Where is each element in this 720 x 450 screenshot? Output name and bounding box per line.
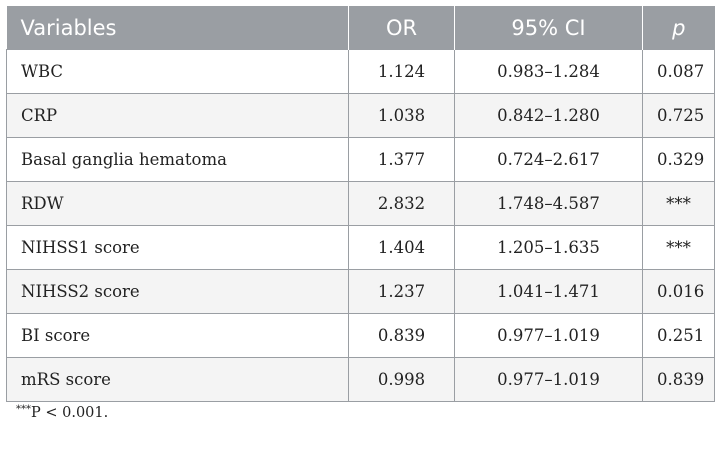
results-table: Variables OR 95% CI p WBC 1.124 0.983–1.…: [6, 6, 715, 402]
cell-p: ***: [642, 225, 715, 270]
table-row: NIHSS2 score 1.237 1.041–1.471 0.016: [6, 269, 715, 314]
cell-ci: 1.205–1.635: [454, 225, 643, 270]
cell-or: 2.832: [348, 181, 455, 226]
cell-variable: CRP: [6, 93, 349, 138]
table-row: CRP 1.038 0.842–1.280 0.725: [6, 93, 715, 138]
cell-variable: WBC: [6, 49, 349, 94]
cell-or: 1.038: [348, 93, 455, 138]
cell-variable: NIHSS1 score: [6, 225, 349, 270]
cell-ci: 1.041–1.471: [454, 269, 643, 314]
table-row: Basal ganglia hematoma 1.377 0.724–2.617…: [6, 137, 715, 182]
cell-or: 1.377: [348, 137, 455, 182]
cell-or: 1.124: [348, 49, 455, 94]
cell-p: 0.087: [642, 49, 715, 94]
header-variables: Variables: [6, 6, 349, 50]
cell-ci: 0.983–1.284: [454, 49, 643, 94]
cell-p: 0.839: [642, 357, 715, 402]
results-table-container: Variables OR 95% CI p WBC 1.124 0.983–1.…: [6, 6, 715, 402]
cell-variable: mRS score: [6, 357, 349, 402]
cell-ci: 0.842–1.280: [454, 93, 643, 138]
cell-or: 1.237: [348, 269, 455, 314]
cell-variable: RDW: [6, 181, 349, 226]
footnote-marker: ***: [16, 404, 31, 415]
table-row: WBC 1.124 0.983–1.284 0.087: [6, 49, 715, 94]
table-footnote: ***P < 0.001.: [16, 404, 108, 421]
table-row: BI score 0.839 0.977–1.019 0.251: [6, 313, 715, 358]
table-header: Variables OR 95% CI p: [6, 6, 715, 50]
table-row: RDW 2.832 1.748–4.587 ***: [6, 181, 715, 226]
cell-or: 0.998: [348, 357, 455, 402]
cell-ci: 0.724–2.617: [454, 137, 643, 182]
cell-p: 0.251: [642, 313, 715, 358]
cell-p: 0.016: [642, 269, 715, 314]
cell-or: 0.839: [348, 313, 455, 358]
cell-variable: BI score: [6, 313, 349, 358]
header-p: p: [642, 6, 715, 50]
table-row: mRS score 0.998 0.977–1.019 0.839: [6, 357, 715, 402]
header-or: OR: [348, 6, 455, 50]
cell-ci: 0.977–1.019: [454, 313, 643, 358]
cell-ci: 0.977–1.019: [454, 357, 643, 402]
footnote-text: P < 0.001.: [31, 405, 109, 421]
cell-p: ***: [642, 181, 715, 226]
header-row: Variables OR 95% CI p: [6, 6, 715, 50]
cell-p: 0.329: [642, 137, 715, 182]
table-row: NIHSS1 score 1.404 1.205–1.635 ***: [6, 225, 715, 270]
cell-variable: Basal ganglia hematoma: [6, 137, 349, 182]
cell-variable: NIHSS2 score: [6, 269, 349, 314]
header-ci: 95% CI: [454, 6, 643, 50]
cell-p: 0.725: [642, 93, 715, 138]
cell-or: 1.404: [348, 225, 455, 270]
table-body: WBC 1.124 0.983–1.284 0.087 CRP 1.038 0.…: [6, 49, 715, 402]
cell-ci: 1.748–4.587: [454, 181, 643, 226]
